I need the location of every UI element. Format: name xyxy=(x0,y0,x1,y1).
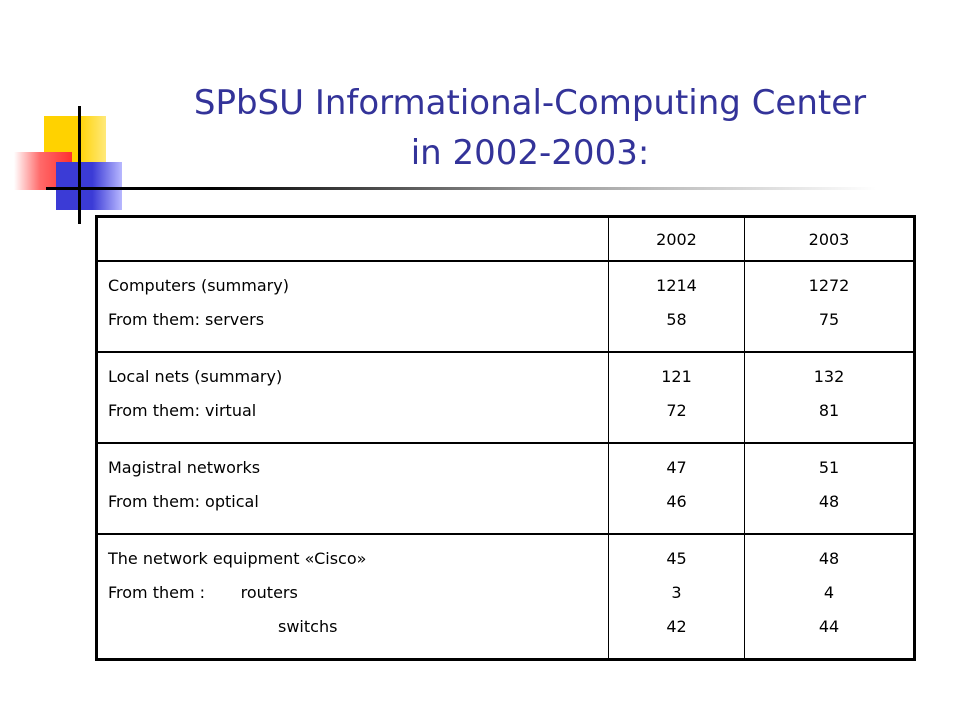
value: 48 xyxy=(818,549,840,568)
value: 81 xyxy=(818,401,840,420)
value-cell-2002: 45 3 42 xyxy=(608,533,745,661)
value: 51 xyxy=(818,458,840,477)
slide-title: SPbSU Informational-Computing Center in … xyxy=(130,78,930,178)
decor-blue-square xyxy=(56,162,122,210)
header-cell-empty xyxy=(96,215,609,262)
row-label: The network equipment «Cisco» xyxy=(108,549,367,568)
value: 75 xyxy=(818,310,840,329)
value-cell-2002: 121 72 xyxy=(608,351,745,444)
table-row-magistral-networks: Magistral networks From them: optical 47… xyxy=(96,442,915,535)
value-cell-2003: 1272 75 xyxy=(744,260,915,353)
slide-title-line-1: SPbSU Informational-Computing Center xyxy=(193,83,867,123)
row-sublabel: From them: virtual xyxy=(108,401,257,420)
value: 47 xyxy=(666,458,687,477)
value: 132 xyxy=(813,367,845,386)
value-cell-2002: 1214 58 xyxy=(608,260,745,353)
row-sublabel: From them: servers xyxy=(108,310,265,329)
row-label-cell: Magistral networks From them: optical xyxy=(96,442,609,535)
value: 48 xyxy=(818,492,840,511)
slide-title-line-2: in 2002-2003: xyxy=(410,133,650,173)
table-row-local-nets: Local nets (summary) From them: virtual … xyxy=(96,351,915,444)
row-label-cell: Computers (summary) From them: servers xyxy=(96,260,609,353)
row-label: Computers (summary) xyxy=(108,276,289,295)
header-cell-2003: 2003 xyxy=(744,215,915,262)
decor-vertical-line xyxy=(78,106,81,224)
row-sublabel: From them: optical xyxy=(108,492,259,511)
title-underline xyxy=(46,187,876,190)
value-cell-2003: 132 81 xyxy=(744,351,915,444)
value: 58 xyxy=(666,310,687,329)
value: 1272 xyxy=(808,276,850,295)
value: 42 xyxy=(666,617,687,636)
value: 121 xyxy=(661,367,692,386)
value: 44 xyxy=(818,617,840,636)
value: 4 xyxy=(823,583,835,602)
value-cell-2003: 51 48 xyxy=(744,442,915,535)
row-sublabel: switchs xyxy=(278,617,338,636)
value-cell-2003: 48 4 44 xyxy=(744,533,915,661)
table-row-computers: Computers (summary) From them: servers 1… xyxy=(96,260,915,353)
header-cell-2002: 2002 xyxy=(608,215,745,262)
value: 72 xyxy=(666,401,687,420)
row-sublabel: From them : routers xyxy=(108,583,298,602)
table-row-cisco-equipment: The network equipment «Cisco» From them … xyxy=(96,533,915,661)
table-header-row: 2002 2003 xyxy=(96,215,915,262)
value: 46 xyxy=(666,492,687,511)
row-label-cell: The network equipment «Cisco» From them … xyxy=(96,533,609,661)
row-label: Local nets (summary) xyxy=(108,367,283,386)
value-cell-2002: 47 46 xyxy=(608,442,745,535)
row-label: Magistral networks xyxy=(108,458,261,477)
statistics-table: 2002 2003 Computers (summary) From them:… xyxy=(95,215,916,661)
value: 1214 xyxy=(656,276,697,295)
row-label-cell: Local nets (summary) From them: virtual xyxy=(96,351,609,444)
value: 3 xyxy=(671,583,682,602)
value: 45 xyxy=(666,549,687,568)
